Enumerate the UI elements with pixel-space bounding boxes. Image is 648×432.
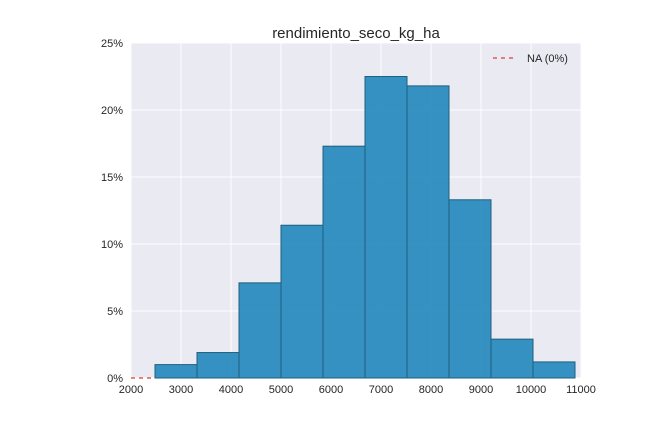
x-tick-label: 5000 <box>269 384 293 396</box>
histogram-bar <box>238 282 282 379</box>
histogram-bars <box>154 76 576 379</box>
y-tick-label: 5% <box>107 306 123 318</box>
x-tick-label: 2000 <box>119 384 143 396</box>
histogram-bar <box>448 199 492 379</box>
histogram-bar <box>280 224 324 379</box>
histogram-bar <box>154 364 198 379</box>
x-tick-labels: 2000 3000 4000 5000 6000 7000 8000 9000 10000 110… <box>119 384 596 396</box>
legend-na-label: NA (0%) <box>527 53 568 65</box>
y-tick-label: 0% <box>107 373 123 385</box>
x-tick-label: 3000 <box>169 384 193 396</box>
y-tick-label: 20% <box>101 105 123 117</box>
y-tick-label: 10% <box>101 239 123 251</box>
legend: NA (0%) <box>493 53 568 65</box>
histogram-bar <box>364 76 408 379</box>
histogram-bar <box>490 338 534 379</box>
y-tick-labels: 0% 5% 10% 15% 20% 25% <box>101 38 123 385</box>
chart-title: rendimiento_seco_kg_ha <box>272 25 440 42</box>
x-tick-label: 9000 <box>469 384 493 396</box>
histogram-bar <box>196 352 240 379</box>
histogram-bar <box>406 85 450 379</box>
x-tick-label: 10000 <box>516 384 547 396</box>
histogram-bar <box>322 145 366 379</box>
x-tick-label: 11000 <box>566 384 596 396</box>
x-tick-label: 6000 <box>319 384 343 396</box>
x-tick-label: 4000 <box>219 384 243 396</box>
x-tick-label: 7000 <box>369 384 393 396</box>
histogram-bar <box>532 361 576 379</box>
x-tick-label: 8000 <box>419 384 443 396</box>
y-tick-label: 15% <box>101 172 123 184</box>
y-tick-label: 25% <box>101 38 123 50</box>
